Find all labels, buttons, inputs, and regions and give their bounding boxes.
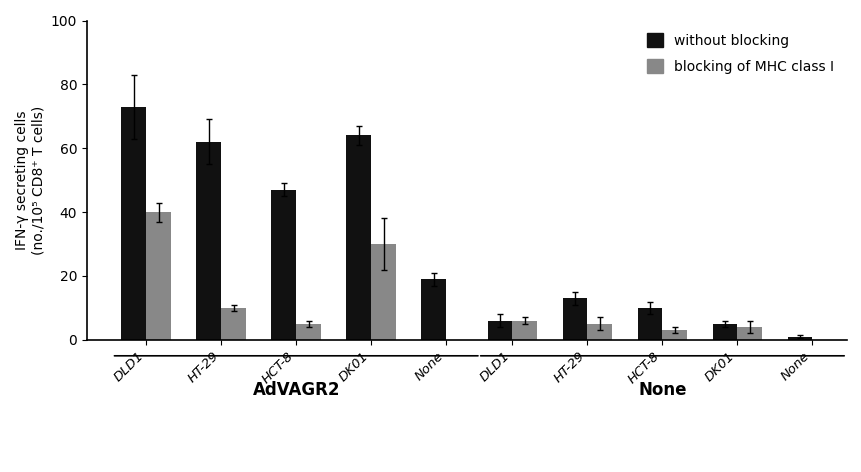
Bar <box>562 298 586 340</box>
Bar <box>146 212 170 340</box>
Legend: without blocking, blocking of MHC class I: without blocking, blocking of MHC class … <box>641 27 839 79</box>
Bar <box>421 279 446 340</box>
Bar <box>712 324 736 340</box>
Bar <box>586 324 611 340</box>
Bar <box>736 327 761 340</box>
Bar <box>637 308 661 340</box>
Bar <box>221 308 245 340</box>
Text: AdVAGR2: AdVAGR2 <box>252 381 339 399</box>
Bar <box>296 324 320 340</box>
Bar <box>787 337 812 340</box>
Bar <box>121 107 146 340</box>
Bar <box>371 244 395 340</box>
Text: None: None <box>637 381 686 399</box>
Bar <box>346 135 371 340</box>
Bar <box>487 320 511 340</box>
Bar <box>196 142 221 340</box>
Bar <box>511 320 536 340</box>
Bar <box>661 330 686 340</box>
Bar <box>271 190 296 340</box>
Y-axis label: IFN-γ secreting cells
(no./10⁵ CD8⁺ T cells): IFN-γ secreting cells (no./10⁵ CD8⁺ T ce… <box>15 106 45 255</box>
